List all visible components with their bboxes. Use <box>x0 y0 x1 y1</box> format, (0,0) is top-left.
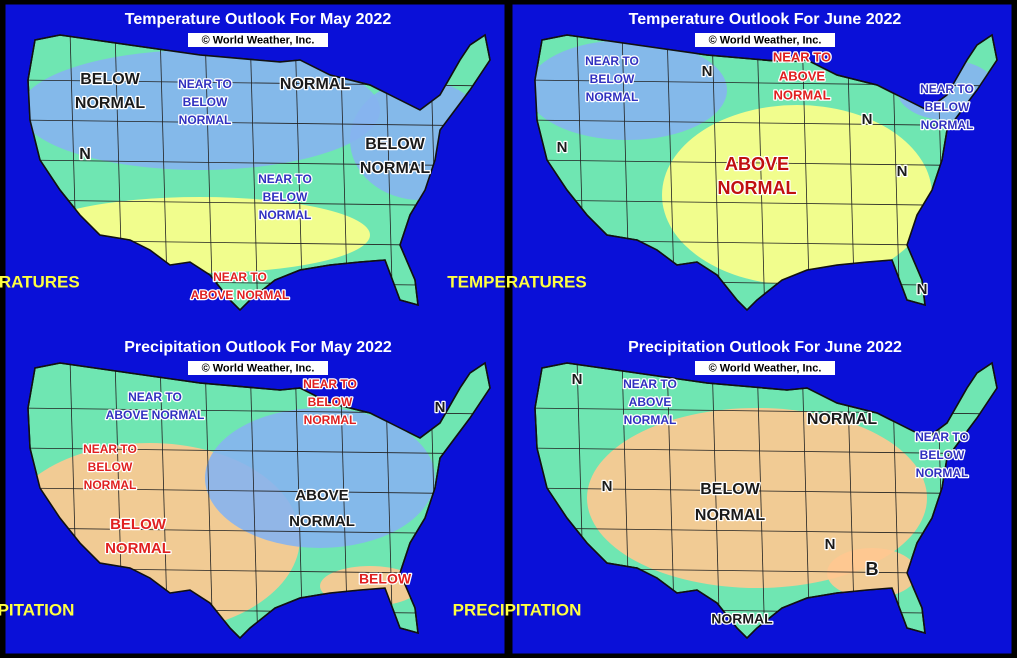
corner-label: TEMPERATURES <box>447 272 586 291</box>
corner-label: PRECIPITATION <box>0 600 74 619</box>
region-label: NORMAL <box>807 411 877 428</box>
region-label: NORMAL <box>711 611 773 627</box>
region-label: N <box>897 163 908 180</box>
region-label: BELOW <box>925 100 970 114</box>
region-label: ABOVE <box>779 68 826 83</box>
region-label: NEAR TO <box>128 390 182 404</box>
region-label: BELOW <box>88 460 133 474</box>
region-label: NEAR TO <box>83 442 137 456</box>
region-label: N <box>702 63 713 80</box>
region-label: N <box>79 146 91 163</box>
region-label: NORMAL <box>360 160 430 177</box>
state-line <box>535 119 997 127</box>
state-line <box>204 35 214 310</box>
credit: © World Weather, Inc. <box>709 34 822 46</box>
region-label: NEAR TO <box>915 430 969 444</box>
region-label: BELOW <box>920 448 965 462</box>
state-line <box>535 487 997 495</box>
region-label: BELOW <box>700 481 760 498</box>
region-label: ABOVE <box>725 154 789 174</box>
region-label: BELOW <box>308 395 353 409</box>
region-label: ABOVE NORMAL <box>106 408 205 422</box>
region-label: NORMAL <box>259 208 312 222</box>
region-label: BELOW <box>263 190 308 204</box>
region-label: BELOW <box>110 516 167 533</box>
region-label: NORMAL <box>179 113 232 127</box>
region-label: NORMAL <box>695 507 765 524</box>
state-line <box>756 363 766 638</box>
region-label: N <box>862 111 873 128</box>
state-line <box>535 159 997 167</box>
outlook-zone <box>28 50 380 170</box>
region-label: N <box>435 399 446 416</box>
region-label: NORMAL <box>921 118 974 132</box>
region-label: NORMAL <box>289 513 355 530</box>
region-label: B <box>866 559 879 579</box>
credit: © World Weather, Inc. <box>709 362 822 374</box>
state-line <box>711 35 721 310</box>
credit-box <box>695 361 835 375</box>
region-label: NORMAL <box>304 413 357 427</box>
region-label: NEAR TO <box>623 377 677 391</box>
region-label: NEAR TO <box>258 172 312 186</box>
region-label: NEAR TO <box>178 77 232 91</box>
region-label: BELOW <box>183 95 228 109</box>
corner-label: TEMPERATURES <box>0 272 80 291</box>
region-label: NORMAL <box>280 76 350 93</box>
state-line <box>204 363 214 638</box>
panel-title: Precipitation Outlook For June 2022 <box>628 339 902 356</box>
region-label: NEAR TO <box>213 270 267 284</box>
region-label: ABOVE <box>295 487 348 504</box>
region-label: NORMAL <box>624 413 677 427</box>
region-label: NORMAL <box>586 90 639 104</box>
outlook-zone <box>205 408 435 548</box>
credit-box <box>188 33 328 47</box>
state-line <box>28 447 490 455</box>
panel-title: Temperature Outlook For June 2022 <box>629 11 902 28</box>
outlook-panel: Precipitation Outlook For June 2022 © Wor… <box>453 339 998 639</box>
region-label: BELOW <box>80 71 140 88</box>
outlook-zone <box>827 548 917 598</box>
region-label: NEAR TO <box>773 49 831 64</box>
region-label: NORMAL <box>75 95 145 112</box>
region-label: NORMAL <box>773 87 830 102</box>
region-label: N <box>825 536 836 553</box>
state-line <box>28 119 490 127</box>
credit-box <box>188 361 328 375</box>
state-line <box>28 159 490 167</box>
credit: © World Weather, Inc. <box>202 362 315 374</box>
state-line <box>249 35 259 310</box>
outlook-zone <box>535 40 727 140</box>
region-label: ABOVE NORMAL <box>191 288 290 302</box>
credit-box <box>695 33 835 47</box>
corner-label: PRECIPITATION <box>453 600 582 619</box>
state-line <box>711 363 721 638</box>
region-label: NEAR TO <box>920 82 974 96</box>
region-label: NORMAL <box>84 478 137 492</box>
panel-title: Temperature Outlook For May 2022 <box>125 11 392 28</box>
region-label: NEAR TO <box>303 377 357 391</box>
region-label: NORMAL <box>916 466 969 480</box>
state-line <box>28 487 490 495</box>
state-line <box>756 35 766 310</box>
region-label: N <box>917 281 928 298</box>
state-line <box>249 363 259 638</box>
region-label: N <box>557 139 568 156</box>
region-label: NORMAL <box>718 178 797 198</box>
credit: © World Weather, Inc. <box>202 34 315 46</box>
region-label: N <box>572 371 583 388</box>
region-label: BELOW <box>365 136 425 153</box>
panel-title: Precipitation Outlook For May 2022 <box>124 339 392 356</box>
region-label: NORMAL <box>105 540 171 557</box>
region-label: BELOW <box>590 72 635 86</box>
region-label: N <box>602 478 613 495</box>
region-label: ABOVE <box>629 395 672 409</box>
state-line <box>535 447 997 455</box>
region-label: NEAR TO <box>585 54 639 68</box>
outlook-zone <box>662 105 932 285</box>
region-label: BELOW <box>359 571 412 587</box>
